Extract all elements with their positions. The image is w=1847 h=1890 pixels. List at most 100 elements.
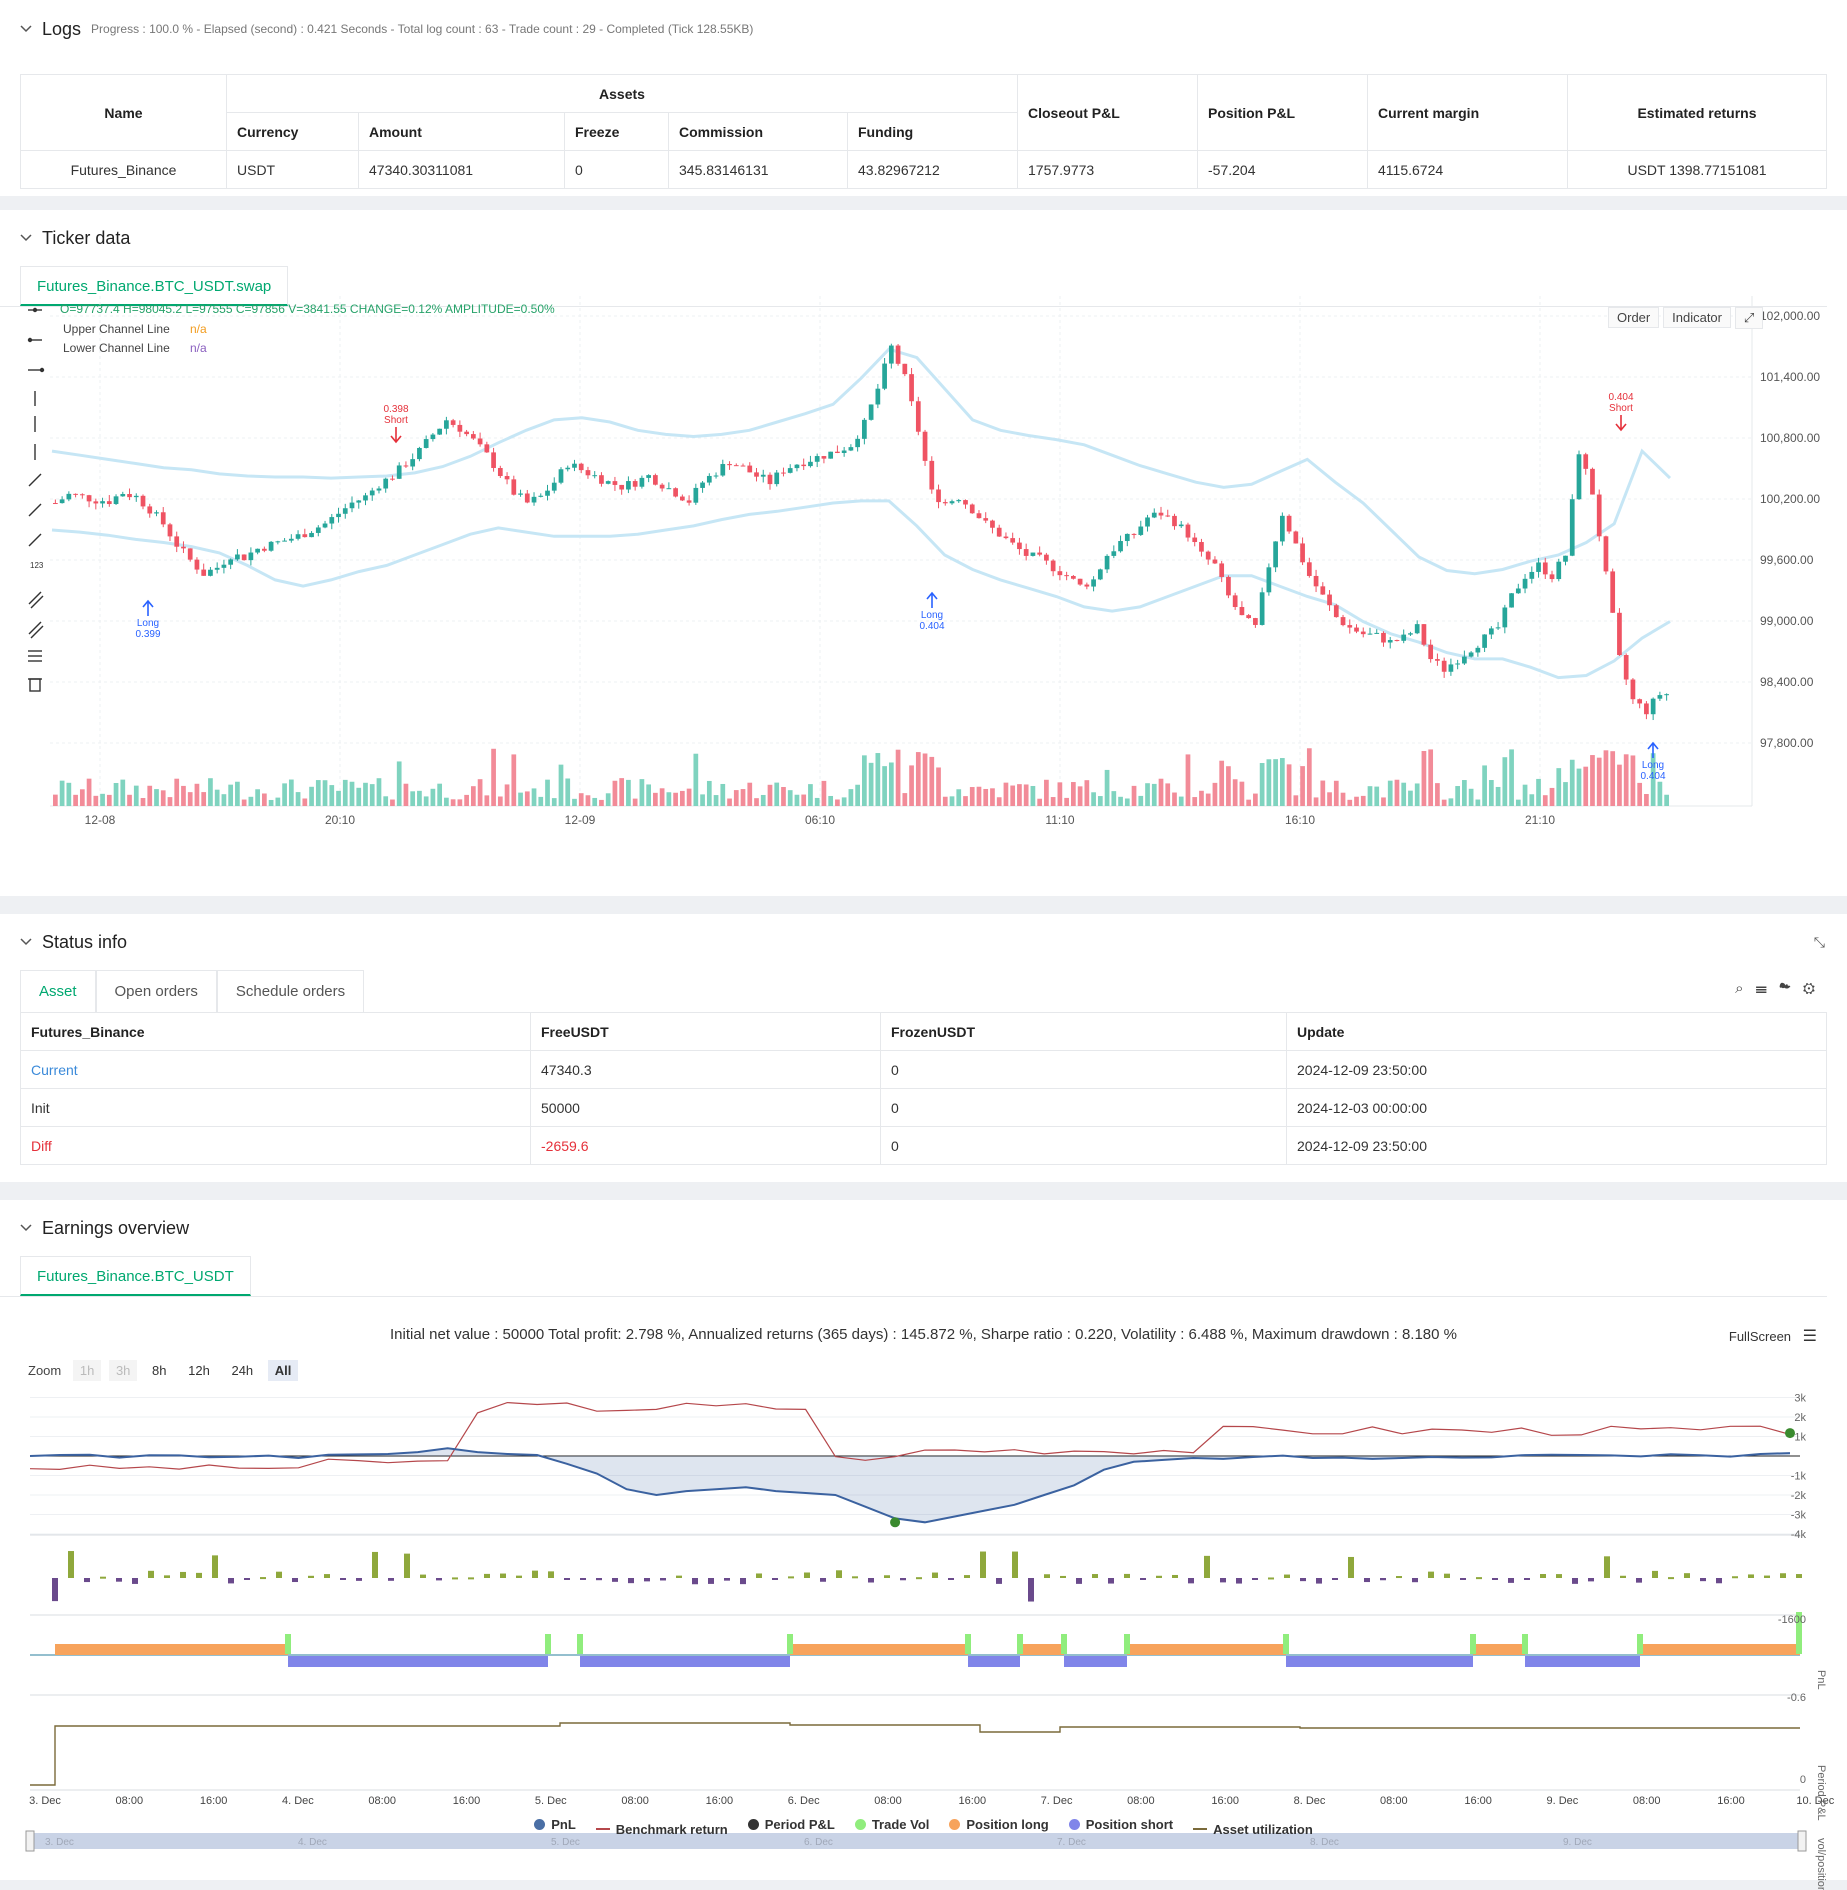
asset-table: Futures_Binance FreeUSDT FrozenUSDT Upda… xyxy=(20,1012,1827,1165)
candle-body xyxy=(174,536,180,547)
lower-channel-line xyxy=(51,499,1671,680)
cloud-download-icon[interactable]: ☁ xyxy=(1778,980,1803,997)
candle-body xyxy=(996,527,1002,537)
menu-icon[interactable]: ☰ xyxy=(1802,1328,1817,1345)
volume-bar xyxy=(248,796,254,806)
candle-body xyxy=(106,501,112,505)
candle-body xyxy=(369,490,375,496)
long-marker-label: Long xyxy=(921,610,943,621)
x-tick-label: 16:00 xyxy=(959,1795,987,1807)
period-pnl-bar xyxy=(724,1578,730,1581)
legend-item[interactable]: PnL xyxy=(534,1817,576,1832)
volume-bar xyxy=(1387,780,1393,806)
candle-body xyxy=(1286,515,1292,532)
volume-bar xyxy=(1172,792,1177,806)
chevron-down-icon[interactable] xyxy=(20,231,42,245)
period-pnl-bar xyxy=(1716,1578,1722,1584)
candle-body xyxy=(1583,454,1589,469)
cell-funding: 43.82967212 xyxy=(847,150,1018,189)
candle-body xyxy=(1394,640,1400,642)
tab-open-orders[interactable]: Open orders xyxy=(95,970,217,1012)
fullscreen-button[interactable]: FullScreen ☰ xyxy=(1729,1326,1817,1346)
volume-bar xyxy=(1057,782,1063,806)
volume-bar xyxy=(1435,783,1440,806)
zoom-8h[interactable]: 8h xyxy=(152,1363,167,1378)
candle-body xyxy=(457,424,463,432)
period-pnl-bar xyxy=(468,1577,474,1580)
expand-icon[interactable]: ⤢ xyxy=(1734,307,1764,329)
ticker-header[interactable]: Ticker data xyxy=(0,210,1847,266)
ohlc-readout: O=97737.4 H=98045.2 L=97555 C=97856 V=38… xyxy=(60,302,555,316)
candle-body xyxy=(626,481,631,490)
drawing-tools-icon[interactable]: 123 xyxy=(22,296,48,736)
candle-body xyxy=(1124,533,1130,542)
x-tick-label: 5. Dec xyxy=(535,1795,567,1807)
zoom-1h[interactable]: 1h xyxy=(72,1360,102,1381)
table-row: Current 47340.3 0 2024-12-09 23:50:00 xyxy=(20,1050,1827,1089)
period-pnl-bar xyxy=(84,1578,90,1583)
candle-body xyxy=(1017,542,1022,550)
volume-bar xyxy=(140,798,146,806)
zoom-all[interactable]: All xyxy=(267,1360,299,1381)
volume-bar xyxy=(410,791,416,806)
candle-body xyxy=(1111,551,1117,556)
legend-item[interactable]: Asset utilization xyxy=(1193,1822,1313,1837)
volume-bar xyxy=(700,794,705,806)
logs-header[interactable]: Logs Progress : 100.0 % - Elapsed (secon… xyxy=(0,0,1847,58)
legend-item[interactable]: Benchmark return xyxy=(595,1821,728,1837)
volume-bar xyxy=(1165,783,1171,806)
period-pnl-bar xyxy=(532,1570,538,1578)
candle-body xyxy=(1522,578,1528,589)
legend-label: Benchmark return xyxy=(615,1821,728,1837)
candle-body xyxy=(1381,632,1386,643)
candle-body xyxy=(423,439,429,448)
volume-bar xyxy=(915,752,921,806)
status-header[interactable]: Status info ⤡ xyxy=(0,914,1847,970)
chevron-down-icon[interactable] xyxy=(20,935,42,949)
legend-item[interactable]: Position long xyxy=(949,1817,1049,1832)
volume-bar xyxy=(423,796,429,806)
volume-bar xyxy=(1502,757,1508,806)
candle-body xyxy=(336,513,341,518)
row-label-current[interactable]: Current xyxy=(20,1050,531,1089)
period-pnl-bar xyxy=(1300,1578,1306,1582)
cell-update: 2024-12-09 23:50:00 xyxy=(1286,1126,1827,1165)
x-tick-label: 10. Dec xyxy=(1796,1795,1834,1807)
legend-item[interactable]: Position short xyxy=(1068,1817,1173,1832)
short-marker-label: Short xyxy=(384,415,408,426)
tab-asset[interactable]: Asset xyxy=(20,970,96,1012)
collapse-icon[interactable]: ⤡ xyxy=(1813,934,1825,950)
order-button[interactable]: Order xyxy=(1608,307,1660,328)
earnings-header[interactable]: Earnings overview xyxy=(0,1200,1847,1256)
y-tick-label: 99,000.00 xyxy=(1760,614,1814,628)
list-icon[interactable]: ☰ xyxy=(1755,980,1779,997)
earnings-chart[interactable]: 3k 2k 1k -1k -2k -3k -4k -1600 -0.6 0 3. Dec 08:00… xyxy=(0,1390,1847,1890)
zoom-3h[interactable]: 3h xyxy=(108,1360,138,1381)
gear-icon[interactable]: ⚙ xyxy=(1802,980,1827,997)
tab-ticker-symbol[interactable]: Futures_Binance.BTC_USDT.swap xyxy=(20,266,289,306)
candlestick-chart[interactable]: 102,000.00 101,400.00 100,800.00 100,200.00… xyxy=(0,296,1847,896)
volume-bar xyxy=(1064,797,1069,806)
volume-bar xyxy=(888,762,894,806)
cell-closeout: 1757.9773 xyxy=(1017,150,1198,189)
lower-channel-value: n/a xyxy=(190,341,207,355)
y-tick-label: 98,400.00 xyxy=(1760,675,1814,689)
period-pnl-bar xyxy=(1172,1574,1178,1578)
legend-item[interactable]: Period P&L xyxy=(747,1817,835,1832)
chevron-down-icon[interactable] xyxy=(20,22,42,36)
indicator-button[interactable]: Indicator xyxy=(1663,307,1731,328)
legend-item[interactable]: Trade Vol xyxy=(854,1817,929,1832)
volume-bar xyxy=(1394,779,1400,806)
chevron-down-icon[interactable] xyxy=(20,1221,42,1235)
candle-body xyxy=(821,456,827,459)
navigator-tick: 4. Dec xyxy=(298,1837,327,1848)
zoom-12h[interactable]: 12h xyxy=(188,1363,210,1378)
candle-body xyxy=(1536,562,1541,572)
volume-bar xyxy=(882,766,887,806)
tab-schedule-orders[interactable]: Schedule orders xyxy=(216,970,365,1012)
tab-earnings-symbol[interactable]: Futures_Binance.BTC_USDT xyxy=(20,1256,251,1296)
search-icon[interactable]: ⌕ xyxy=(1735,980,1756,997)
candle-body xyxy=(1468,652,1474,657)
candle-body xyxy=(1502,607,1508,628)
zoom-24h[interactable]: 24h xyxy=(231,1363,254,1378)
